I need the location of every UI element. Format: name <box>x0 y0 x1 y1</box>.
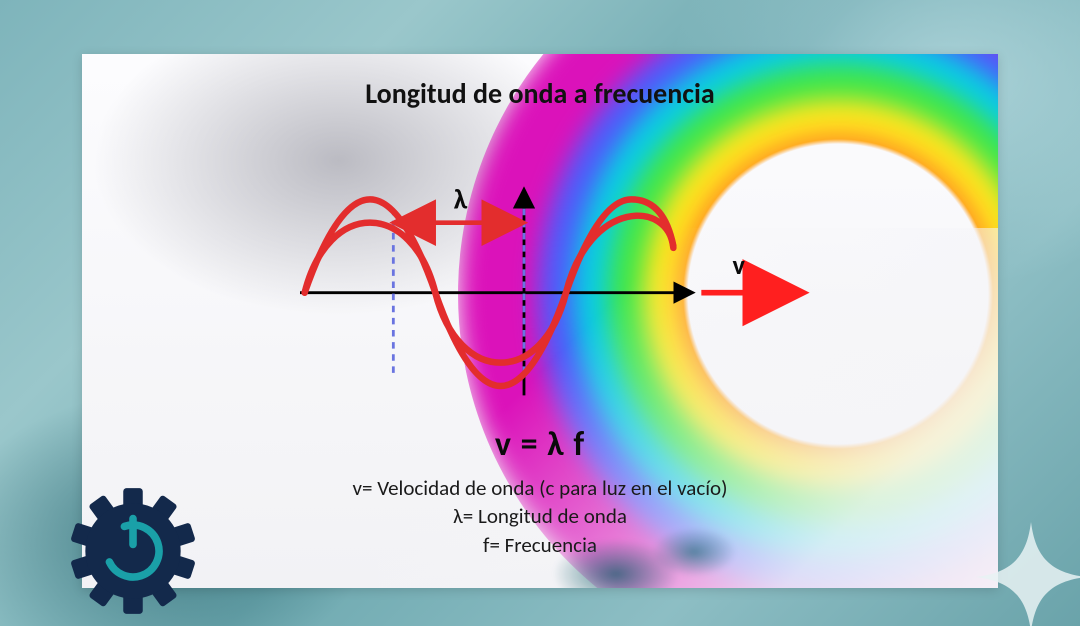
slide-canvas: Longitud de onda a frecuencia <box>0 0 1080 626</box>
content-panel: Longitud de onda a frecuencia <box>82 54 998 588</box>
sine-wave-overlay <box>305 216 674 363</box>
velocity-label: v <box>732 250 745 282</box>
formula: v = λ f <box>82 424 998 465</box>
sparkle-icon <box>976 522 1080 626</box>
definition-v: v= Velocidad de onda (c para luz en el v… <box>82 474 998 502</box>
ink-splash-decoration <box>512 508 772 588</box>
wave-diagram: λ v <box>282 134 822 414</box>
gear-power-icon <box>68 486 198 616</box>
lambda-label: λ <box>454 182 468 217</box>
slide-title: Longitud de onda a frecuencia <box>82 76 998 111</box>
